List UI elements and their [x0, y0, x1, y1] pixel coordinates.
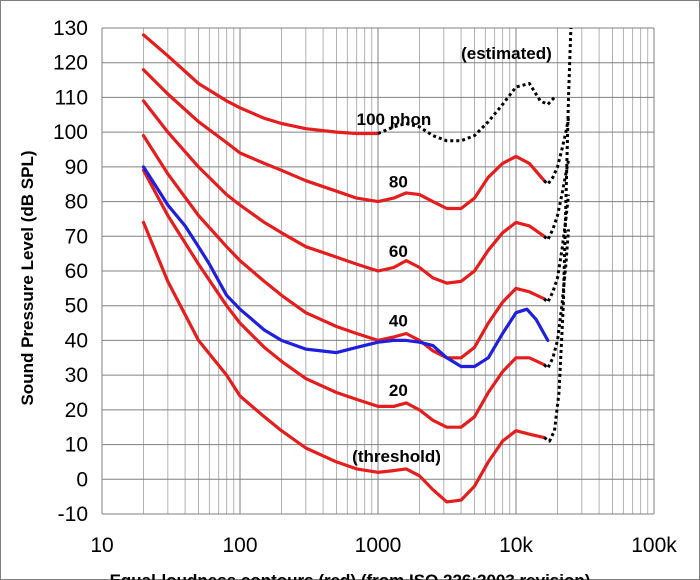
phon-curve-line: [141, 168, 546, 429]
phon-curve-line: [141, 33, 380, 136]
curve-annotation: (estimated): [461, 44, 552, 63]
y-tick-label: 70: [65, 225, 88, 248]
curve-annotation: (threshold): [352, 447, 441, 466]
y-tick-label: 10: [65, 434, 88, 457]
x-tick-label: 100: [222, 534, 257, 557]
phon-curve-line: [141, 68, 546, 211]
phon-curve-line: [141, 134, 546, 360]
estimated-curve-line: [543, 159, 570, 242]
curve-annotation: 60: [389, 242, 408, 261]
y-tick-labels: -10 0 10 20 30 40 50 60 70 80 90 100 110 120 130: [53, 17, 88, 526]
curve-annotations: (estimated) 100 phon 80 60 40 20 (threshold): [352, 44, 552, 466]
y-tick-label: 130: [53, 17, 88, 40]
y-tick-label: 50: [65, 295, 88, 318]
estimated-curve-line: [543, 27, 573, 443]
chart-series: [141, 27, 573, 504]
y-tick-label: 110: [55, 86, 88, 109]
phon-curve-line: [141, 99, 546, 285]
y-tick-label: 60: [65, 260, 88, 283]
y-tick-label: 80: [65, 191, 88, 214]
y-axis-title: Sound Pressure Level (dB SPL): [18, 150, 37, 405]
estimated-curve-line: [377, 82, 556, 143]
curve-annotation: 80: [389, 173, 408, 192]
estimated-curve-line: [543, 194, 570, 304]
y-tick-label: 20: [65, 399, 88, 422]
y-tick-label: 40: [65, 329, 88, 352]
y-tick-label: 120: [53, 52, 88, 75]
original-curve-line: [141, 165, 550, 369]
y-tick-label: 30: [65, 364, 88, 387]
phon-curve-line: [141, 220, 546, 504]
curve-annotation: 20: [389, 381, 408, 400]
y-tick-label: -10: [58, 503, 88, 526]
curve-annotation: 40: [389, 312, 408, 331]
x-tick-label: 10k: [499, 534, 533, 557]
x-tick-labels: 10 100 1000 10k 100k: [90, 534, 677, 557]
x-tick-label: 100k: [631, 534, 677, 557]
y-tick-label: 90: [65, 156, 88, 179]
x-tick-label: 1000: [355, 534, 402, 557]
curve-annotation: 100 phon: [357, 110, 432, 129]
y-tick-label: 100: [53, 121, 88, 144]
x-axis-title: Equal-loudness contours (red) (from ISO …: [110, 571, 591, 580]
x-tick-label: 10: [90, 534, 113, 557]
estimated-curve-line: [543, 118, 570, 186]
chart-grid: [101, 27, 655, 515]
y-tick-label: 0: [76, 468, 88, 491]
